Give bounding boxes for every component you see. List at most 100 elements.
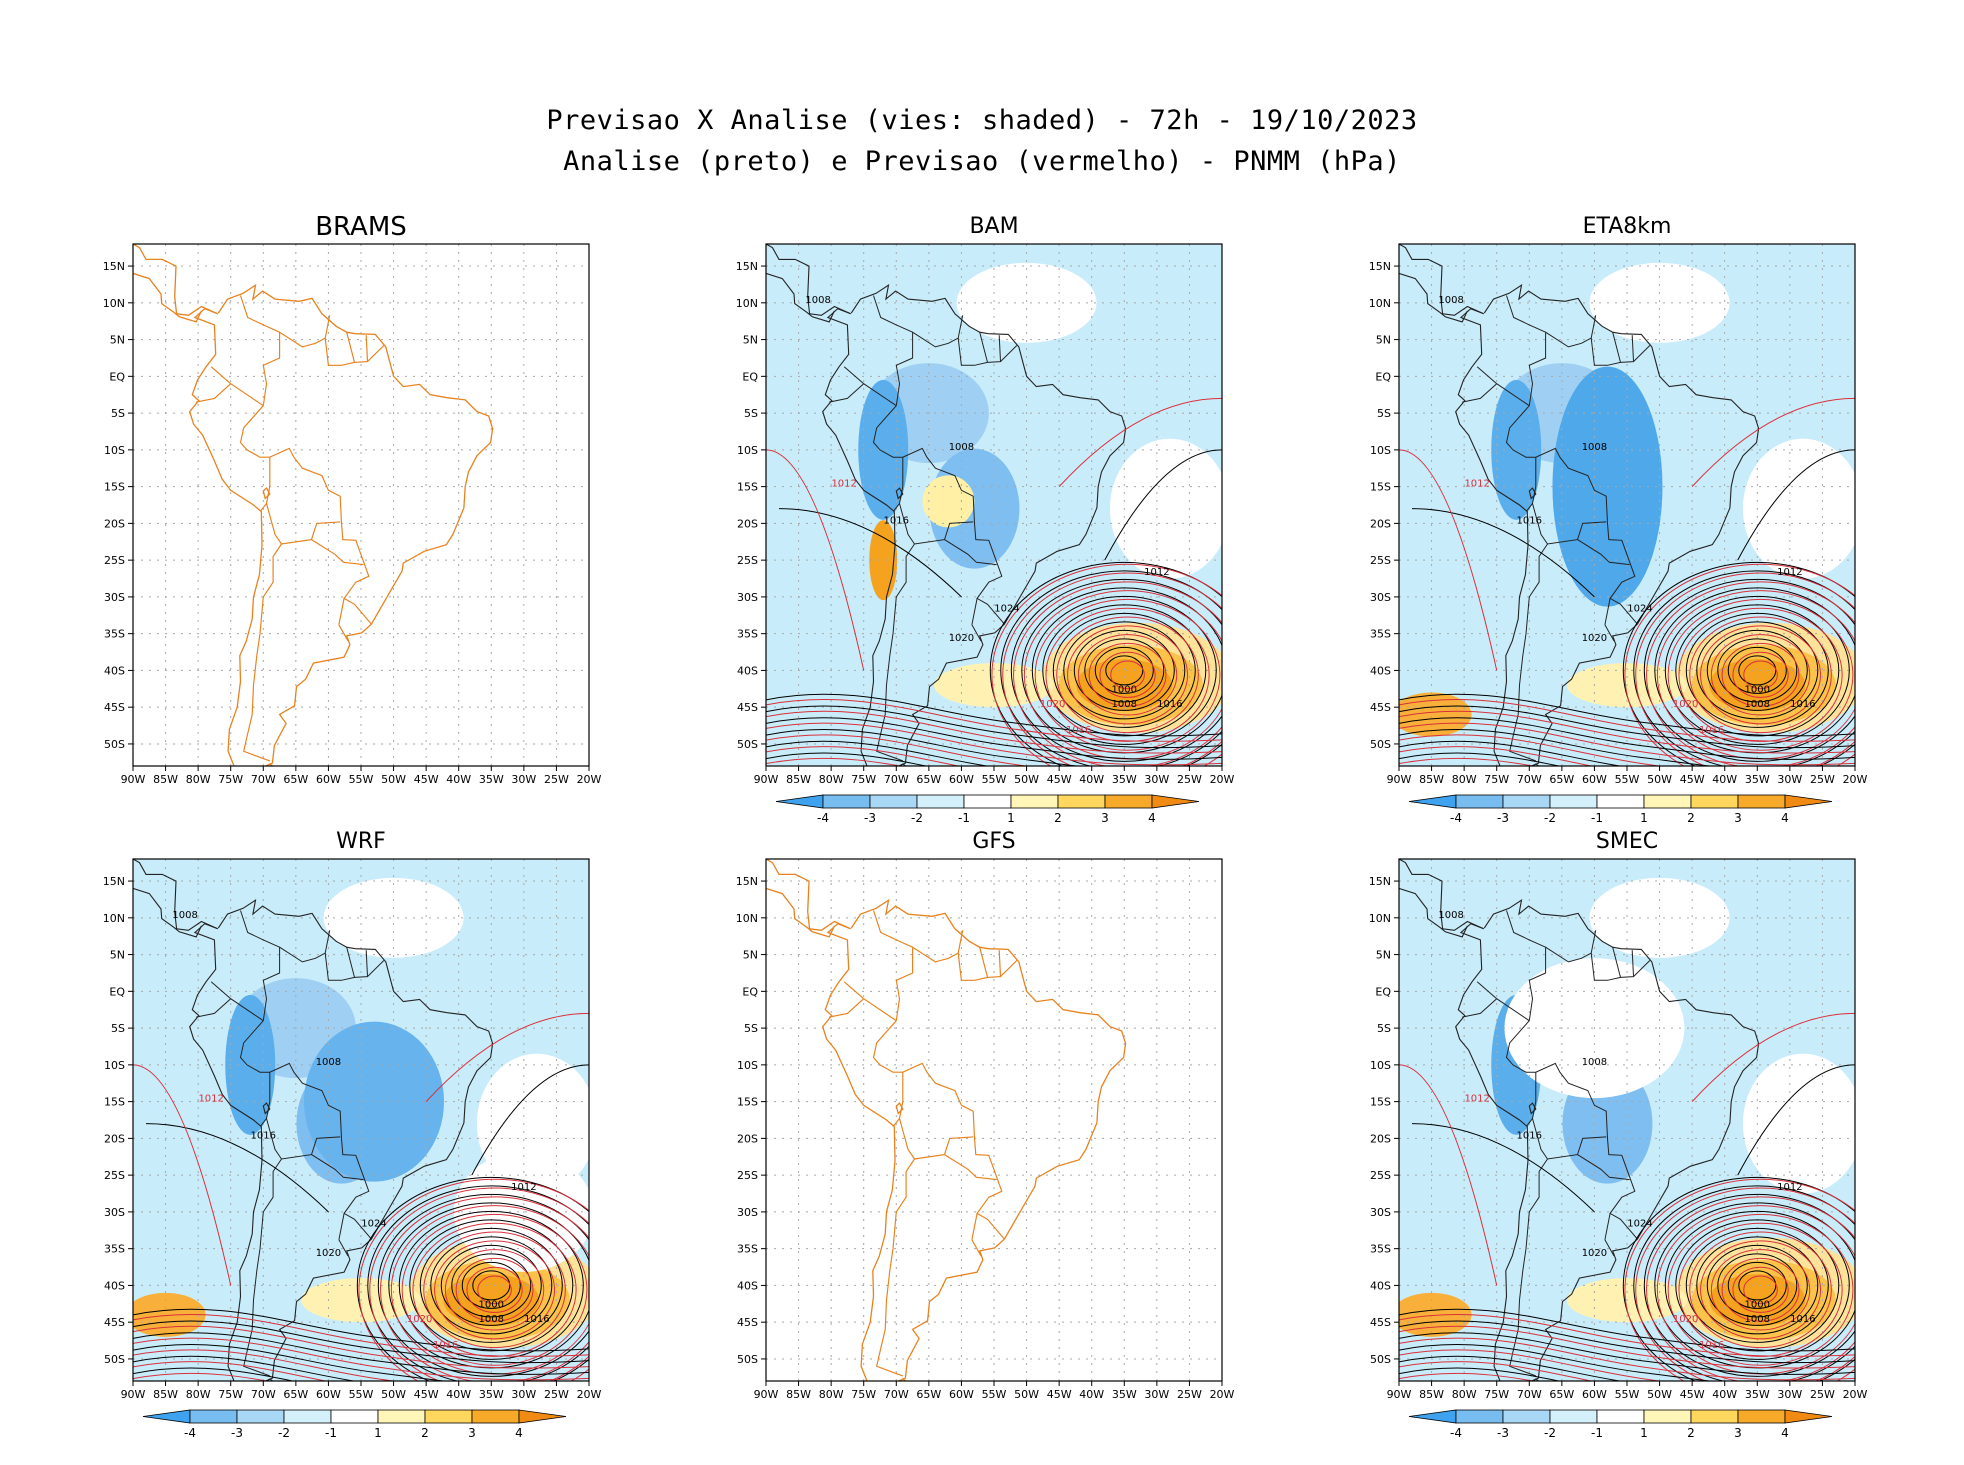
colorbar-segment (1549, 1409, 1598, 1424)
lon-label: 60W (949, 1388, 974, 1401)
lat-label: 50S (1370, 738, 1391, 751)
lat-label: 20S (1370, 517, 1391, 530)
lat-label: 5N (1376, 334, 1391, 347)
country-border (872, 910, 914, 1021)
colorbar-label: 3 (1734, 1426, 1742, 1440)
analysis-isobar (1727, 1261, 1787, 1309)
colorbar-segment (1690, 1409, 1739, 1424)
country-border (239, 1020, 372, 1240)
lon-label: 65W (283, 773, 308, 786)
country-border (1590, 338, 1651, 366)
lat-label: 50S (1370, 1353, 1391, 1366)
lon-label: 80W (1452, 773, 1477, 786)
lat-label: 10N (736, 297, 758, 310)
contour-label: 1016 (524, 1314, 549, 1325)
lon-label: 40W (446, 1388, 471, 1401)
forecast-isobar (1399, 1361, 1594, 1381)
country-border (1604, 598, 1611, 625)
contour-label: 1016 (1517, 1130, 1542, 1141)
country-border (1496, 383, 1530, 407)
country-border (266, 1118, 341, 1160)
lon-label: 80W (1452, 1388, 1477, 1401)
analysis-isobar (1094, 646, 1154, 694)
analysis-isobar (133, 1367, 296, 1381)
lon-label: 35W (479, 1388, 504, 1401)
lat-label: 25S (737, 1169, 758, 1182)
country-border (998, 335, 1001, 362)
forecast-isobar (401, 1213, 588, 1366)
lon-label: 20W (1210, 1388, 1235, 1401)
country-border (944, 539, 997, 566)
lat-label: 5N (743, 949, 758, 962)
forecast-isobar (766, 722, 1222, 766)
colorbar-segment (1010, 794, 1059, 809)
country-border (338, 1239, 349, 1257)
lon-label: 85W (1419, 1388, 1444, 1401)
contour-label: 1024 (1627, 604, 1652, 615)
colorbar-label: 4 (515, 1426, 523, 1440)
lon-label: 40W (1079, 773, 1104, 786)
analysis-isobar (1010, 578, 1222, 762)
forecast-isobar (1399, 734, 1663, 766)
country-border (1577, 539, 1630, 566)
lat-label: 5N (1376, 949, 1391, 962)
lon-label: 65W (1549, 773, 1574, 786)
forecast-isobar (133, 1361, 328, 1381)
lat-label: 50S (737, 738, 758, 751)
coastline (1399, 887, 1468, 938)
analysis-isobar (989, 561, 1222, 766)
colorbar-segment (1596, 794, 1645, 809)
forecast-isobar (133, 1314, 589, 1357)
analysis-isobar (1738, 1270, 1777, 1301)
colorbar-label: 2 (1687, 811, 1695, 825)
forecast-isobar (1646, 581, 1855, 766)
country-border (338, 598, 345, 625)
lake (895, 1102, 904, 1115)
analysis-isobar (1042, 604, 1207, 737)
colorbar-segment (1784, 1409, 1833, 1424)
lat-label: 25S (737, 554, 758, 567)
colorbar-segment (518, 1409, 567, 1424)
panel-title-bam: BAM (969, 214, 1019, 239)
analysis-isobar (779, 508, 962, 598)
contour-label: 1008 (805, 295, 830, 306)
analysis-isobar (430, 1236, 553, 1335)
country-border (1496, 998, 1530, 1022)
country-border (210, 366, 232, 385)
coastline (1399, 859, 1484, 931)
lat-label: 40S (737, 1279, 758, 1292)
lat-label: 15N (1369, 260, 1391, 273)
lon-label: 45W (414, 1388, 439, 1401)
country-border (1506, 295, 1547, 406)
map-frame (765, 858, 1223, 1382)
country-border (912, 930, 964, 963)
colorbar-label: -4 (1450, 811, 1462, 825)
contour-label: 1016 (1699, 725, 1724, 736)
map-brams: 15N 10N 5N EQ 5S 10S 15S 20S 25S 30S 35S 40S 45S 50S 9… (103, 243, 602, 786)
lat-label: 30S (737, 1206, 758, 1219)
coastline (133, 887, 202, 938)
forecast-isobar (1399, 757, 1536, 766)
country-border (346, 332, 356, 363)
colorbar-label: 1 (1007, 811, 1015, 825)
bias-negative-area (1491, 379, 1542, 520)
analysis-isobar (1063, 621, 1186, 720)
colorbar-segment (775, 794, 824, 809)
coastline (822, 284, 1127, 766)
analysis-isobar (1706, 629, 1808, 711)
colorbar-label: 3 (1101, 811, 1109, 825)
lat-label: 15N (103, 260, 125, 273)
forecast-isobar (1743, 660, 1778, 690)
analysis-isobar (1717, 638, 1798, 703)
analysis-isobar (1052, 612, 1196, 728)
colorbar-label: 3 (468, 1426, 476, 1440)
lon-label: 25W (544, 1388, 569, 1401)
lat-label: 45S (104, 1316, 125, 1329)
country-border (260, 457, 271, 512)
map-gfs: 15N 10N 5N EQ 5S 10S 15S 20S 25S 30S 35S 40S 45S 50S 9… (736, 858, 1235, 1401)
map-bam: 1000 1008 1016 1016 1020 1016 1020 1024 1012 1008… (736, 243, 1235, 825)
lon-label: 45W (1047, 773, 1072, 786)
forecast-isobar (423, 1231, 566, 1349)
analysis-isobar (1643, 1193, 1855, 1377)
contour-label: 1008 (316, 1057, 341, 1068)
